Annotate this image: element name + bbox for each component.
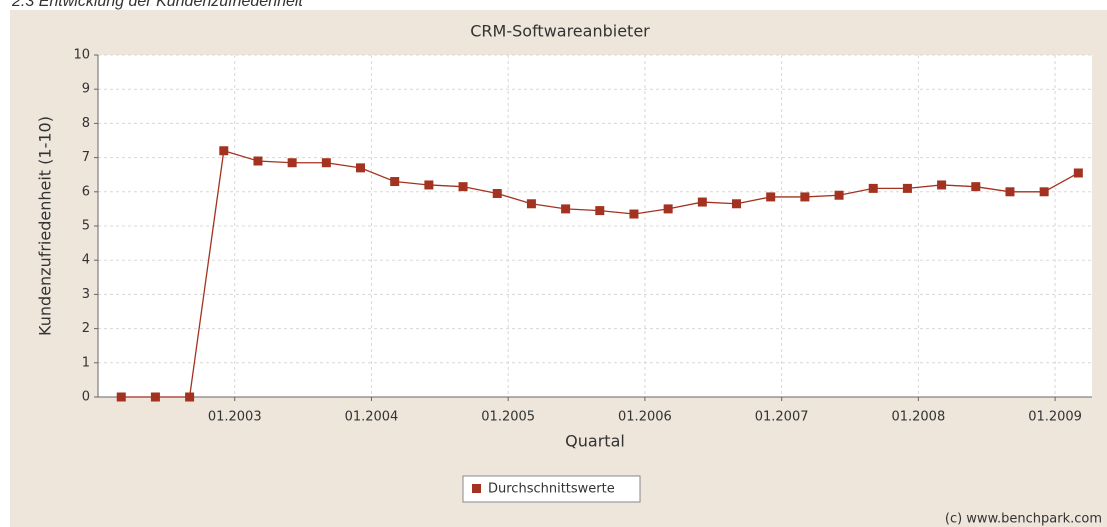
y-tick-label: 7 xyxy=(82,150,90,165)
data-point xyxy=(116,392,126,402)
x-tick-label: 01.2004 xyxy=(345,410,399,425)
data-point xyxy=(526,199,536,209)
data-point xyxy=(253,156,263,166)
data-point xyxy=(219,146,229,156)
data-point xyxy=(766,192,776,202)
data-point xyxy=(561,204,571,214)
data-point xyxy=(1039,187,1049,197)
data-point xyxy=(732,199,742,209)
legend-box xyxy=(462,475,641,503)
data-point xyxy=(356,163,366,173)
y-tick-label: 1 xyxy=(82,355,90,370)
x-axis-label: Quartal xyxy=(565,432,625,451)
y-tick-label: 9 xyxy=(82,82,90,97)
y-tick-label: 10 xyxy=(73,48,90,63)
data-point xyxy=(1005,187,1015,197)
x-tick-label: 01.2005 xyxy=(481,410,535,425)
data-point xyxy=(868,183,878,193)
y-tick-label: 5 xyxy=(82,219,90,234)
data-point xyxy=(390,177,400,187)
data-point xyxy=(458,182,468,192)
y-tick-label: 4 xyxy=(82,253,90,268)
data-point xyxy=(424,180,434,190)
data-point xyxy=(834,190,844,200)
y-tick-label: 0 xyxy=(82,390,90,405)
data-point xyxy=(663,204,673,214)
data-point xyxy=(492,189,502,199)
x-tick-label: 01.2003 xyxy=(208,410,262,425)
x-tick-label: 01.2009 xyxy=(1028,410,1082,425)
x-tick-label: 01.2007 xyxy=(755,410,809,425)
data-point xyxy=(697,197,707,207)
plot-area xyxy=(98,55,1092,397)
y-tick-label: 8 xyxy=(82,116,90,131)
y-tick-label: 6 xyxy=(82,184,90,199)
chart-title: CRM-Softwareanbieter xyxy=(470,22,650,41)
data-point xyxy=(150,392,160,402)
y-axis-label: Kundenzufriedenheit (1-10) xyxy=(36,116,55,336)
data-point xyxy=(937,180,947,190)
x-tick-label: 01.2008 xyxy=(891,410,945,425)
data-point xyxy=(629,209,639,219)
data-point xyxy=(1073,168,1083,178)
y-tick-label: 2 xyxy=(82,321,90,336)
y-tick-label: 3 xyxy=(82,287,90,302)
credit: (c) www.benchpark.com xyxy=(945,512,1102,527)
data-point xyxy=(595,206,605,216)
data-point xyxy=(185,392,195,402)
x-tick-label: 01.2006 xyxy=(618,410,672,425)
data-point xyxy=(902,183,912,193)
data-point xyxy=(321,158,331,168)
legend-swatch xyxy=(472,484,481,493)
data-point xyxy=(287,158,297,168)
page-heading: 2.3 Entwicklung der Kundenzufriedenheit xyxy=(11,0,303,10)
data-point xyxy=(800,192,810,202)
legend-label: Durchschnittswerte xyxy=(488,482,615,497)
data-point xyxy=(971,182,981,192)
